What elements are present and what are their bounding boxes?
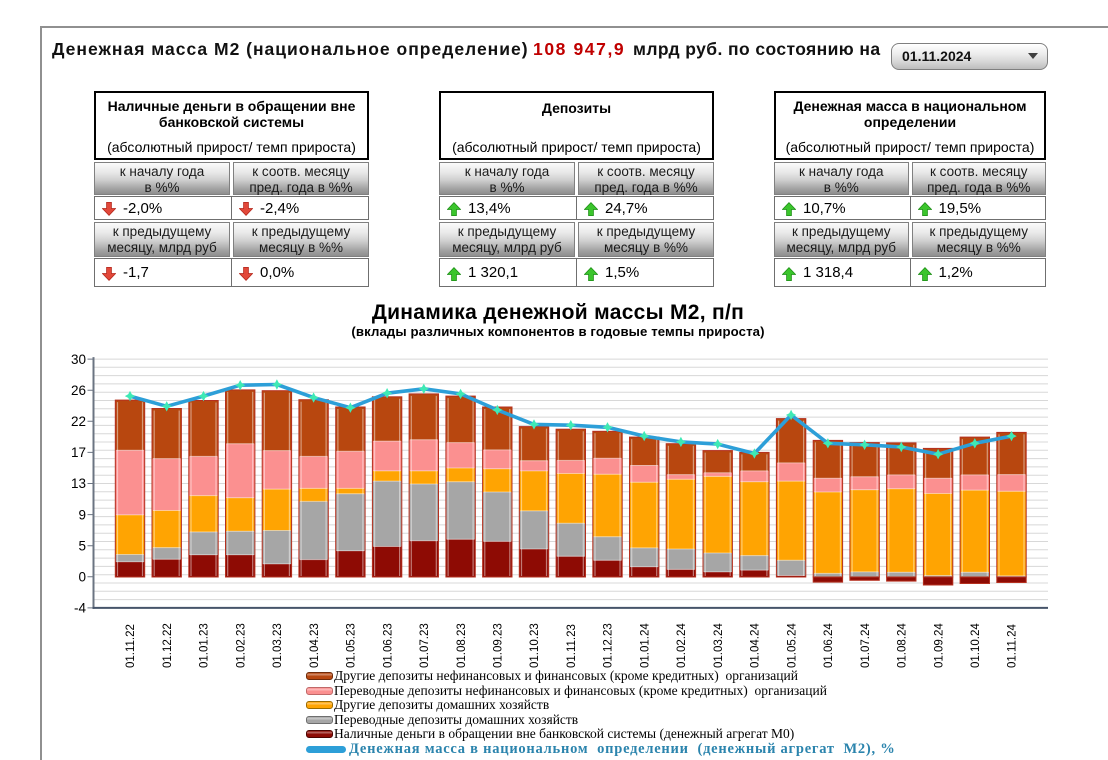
svg-text:01.07.23: 01.07.23 xyxy=(419,623,431,668)
svg-text:0: 0 xyxy=(78,570,86,585)
svg-text:01.05.23: 01.05.23 xyxy=(346,623,358,668)
svg-text:01.08.23: 01.08.23 xyxy=(456,623,468,668)
svg-text:01.01.24: 01.01.24 xyxy=(639,623,651,668)
svg-text:17: 17 xyxy=(71,445,86,460)
svg-text:01.11.24: 01.11.24 xyxy=(1007,623,1019,668)
svg-text:01.12.23: 01.12.23 xyxy=(603,623,615,668)
svg-text:26: 26 xyxy=(71,383,86,398)
svg-text:9: 9 xyxy=(78,507,86,522)
svg-text:01.11.22: 01.11.22 xyxy=(125,624,137,668)
svg-text:-4: -4 xyxy=(74,601,86,616)
svg-text:01.09.23: 01.09.23 xyxy=(493,623,505,668)
svg-text:01.04.24: 01.04.24 xyxy=(750,623,762,668)
svg-text:01.05.24: 01.05.24 xyxy=(786,623,798,668)
svg-text:01.09.24: 01.09.24 xyxy=(933,623,945,668)
svg-text:01.08.24: 01.08.24 xyxy=(897,623,909,668)
svg-text:01.04.23: 01.04.23 xyxy=(309,623,321,668)
svg-text:01.10.23: 01.10.23 xyxy=(529,623,541,668)
svg-text:01.12.22: 01.12.22 xyxy=(162,623,174,668)
svg-text:01.07.24: 01.07.24 xyxy=(860,623,872,668)
svg-text:01.11.23: 01.11.23 xyxy=(566,624,578,668)
svg-text:5: 5 xyxy=(78,538,86,553)
svg-text:01.03.23: 01.03.23 xyxy=(272,623,284,668)
svg-text:13: 13 xyxy=(71,476,86,491)
svg-text:01.02.23: 01.02.23 xyxy=(235,623,247,668)
svg-text:01.01.23: 01.01.23 xyxy=(199,623,211,668)
svg-text:01.06.23: 01.06.23 xyxy=(382,623,394,668)
svg-text:01.06.24: 01.06.24 xyxy=(823,623,835,668)
svg-text:01.03.24: 01.03.24 xyxy=(713,623,725,668)
svg-text:01.10.24: 01.10.24 xyxy=(970,623,982,668)
svg-text:30: 30 xyxy=(71,352,86,367)
svg-text:22: 22 xyxy=(71,414,86,429)
svg-text:01.02.24: 01.02.24 xyxy=(676,623,688,668)
